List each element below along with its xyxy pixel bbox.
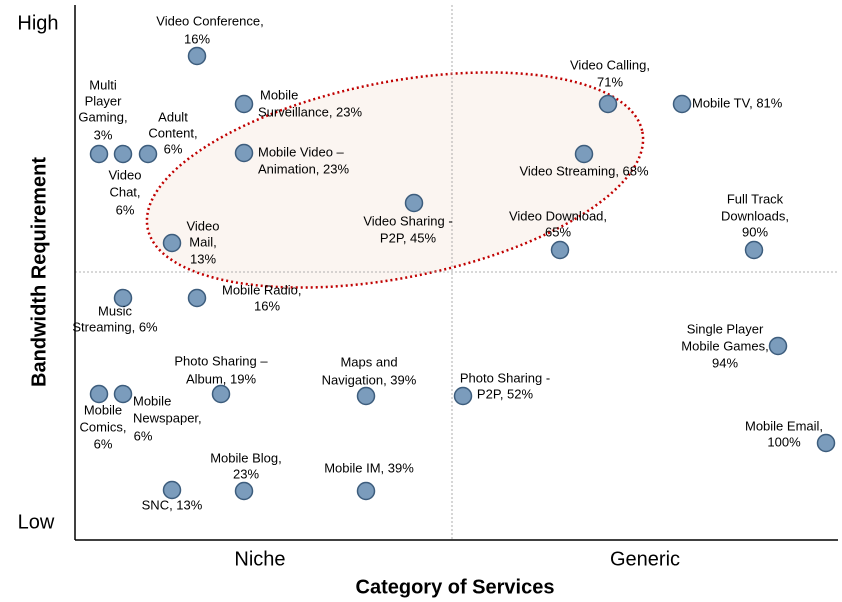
service-point — [598, 94, 618, 114]
service-label: Video Streaming, 68% — [519, 163, 649, 178]
service-label: 6% — [116, 202, 135, 217]
y-high: High — [17, 12, 58, 34]
service-label: 71% — [597, 74, 623, 89]
x-title: Category of Services — [356, 576, 555, 598]
x-left: Niche — [234, 548, 285, 570]
service-point — [453, 386, 473, 406]
service-label: Maps and — [340, 354, 397, 369]
service-label: Photo Sharing – — [174, 353, 268, 368]
service-point — [234, 481, 254, 501]
service-label: P2P, 52% — [477, 386, 534, 401]
service-label: Mobile — [84, 402, 122, 417]
service-point — [113, 144, 133, 164]
service-label: Downloads, — [721, 208, 789, 223]
service-point — [113, 288, 133, 308]
service-point — [187, 288, 207, 308]
y-low: Low — [18, 511, 55, 533]
service-point — [744, 240, 764, 260]
service-label: Album, 19% — [186, 371, 257, 386]
service-label: Mobile Games, — [681, 338, 768, 353]
service-label: Video Download, — [509, 208, 607, 223]
service-label: Mobile IM, 39% — [324, 460, 414, 475]
service-label: 23% — [233, 466, 259, 481]
service-point — [404, 193, 424, 213]
service-label: 94% — [712, 355, 738, 370]
service-label: Content, — [148, 125, 197, 140]
service-label: Streaming, 6% — [72, 319, 158, 334]
service-label: Mobile — [260, 87, 298, 102]
service-label: 6% — [94, 436, 113, 451]
service-label: 6% — [134, 428, 153, 443]
service-point — [356, 386, 376, 406]
service-label: P2P, 45% — [380, 230, 437, 245]
service-label: Video — [186, 218, 219, 233]
service-label: 6% — [164, 141, 183, 156]
service-label: 16% — [254, 298, 280, 313]
service-label: Video Conference, — [156, 13, 263, 28]
service-label: 16% — [184, 31, 210, 46]
service-label: Mobile Email, — [745, 418, 823, 433]
service-label: Animation, 23% — [258, 161, 349, 176]
service-point — [89, 144, 109, 164]
service-point — [234, 94, 254, 114]
service-label: Gaming, — [78, 109, 127, 124]
service-label: Navigation, 39% — [322, 372, 417, 387]
service-label: 65% — [545, 224, 571, 239]
service-point — [550, 240, 570, 260]
service-label: Multi — [89, 77, 117, 92]
service-label: 3% — [94, 127, 113, 142]
service-point — [138, 144, 158, 164]
service-point — [234, 143, 254, 163]
service-label: Comics, — [80, 419, 127, 434]
service-label: Mail, — [189, 234, 216, 249]
service-label: Mobile TV, 81% — [692, 95, 783, 110]
service-point — [211, 384, 231, 404]
y-title: Bandwidth Requirement — [28, 157, 50, 387]
service-label: Music — [98, 303, 132, 318]
service-point — [113, 384, 133, 404]
service-label: 100% — [767, 434, 801, 449]
service-label: 90% — [742, 224, 768, 239]
service-point — [672, 94, 692, 114]
service-point — [574, 144, 594, 164]
service-label: Mobile Video – — [258, 144, 345, 159]
service-label: Photo Sharing - — [460, 370, 550, 385]
service-point — [162, 233, 182, 253]
service-label: Adult — [158, 109, 188, 124]
service-point — [89, 384, 109, 404]
service-point — [162, 480, 182, 500]
service-label: Video — [108, 167, 141, 182]
service-point — [187, 46, 207, 66]
service-label: Full Track — [727, 191, 784, 206]
service-label: Mobile — [133, 393, 171, 408]
service-point — [356, 481, 376, 501]
service-label: Mobile Blog, — [210, 450, 282, 465]
service-point — [768, 336, 788, 356]
service-label: Mobile Radio, — [222, 282, 302, 297]
service-label: SNC, 13% — [142, 497, 203, 512]
service-label: Newspaper, — [133, 410, 202, 425]
service-label: Surveillance, 23% — [258, 104, 362, 119]
service-label: Player — [85, 93, 123, 108]
service-point — [816, 433, 836, 453]
service-label: Single Player — [687, 321, 764, 336]
highlight-ellipse — [145, 71, 645, 289]
service-label: Chat, — [109, 184, 140, 199]
service-label: Video Sharing - — [363, 213, 452, 228]
service-label: Video Calling, — [570, 57, 650, 72]
service-label: 13% — [190, 251, 216, 266]
x-right: Generic — [610, 548, 680, 570]
